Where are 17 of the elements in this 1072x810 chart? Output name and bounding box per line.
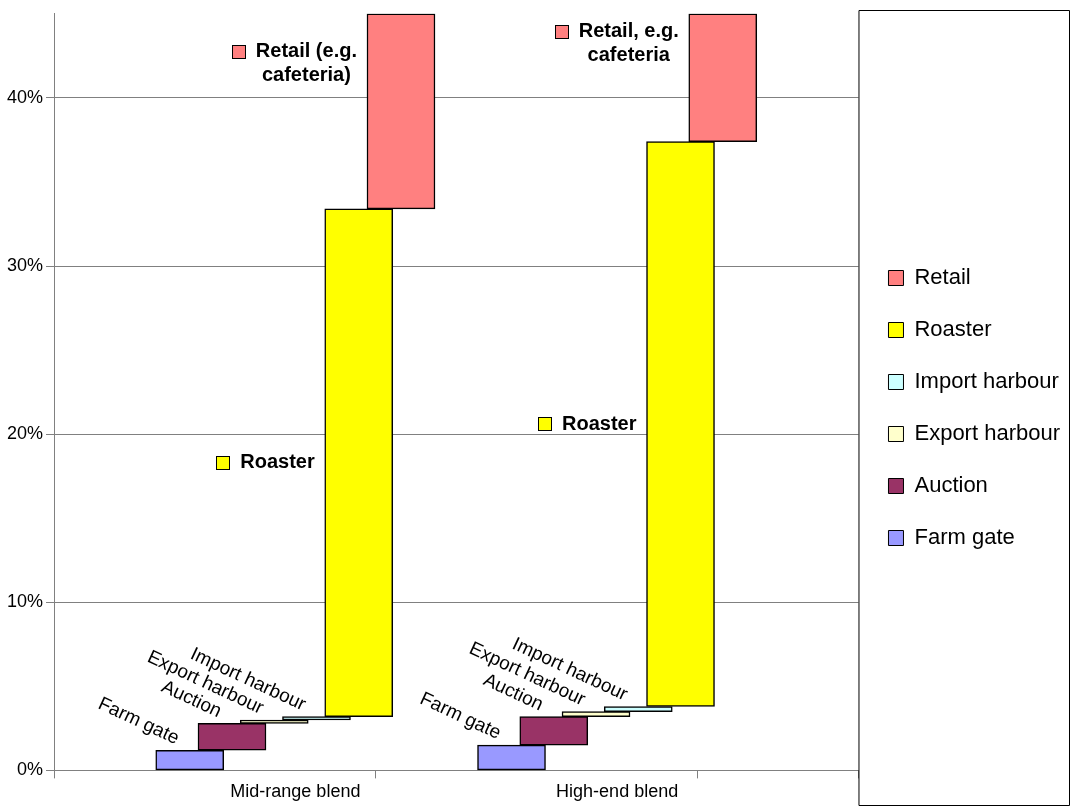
y-tick-label: 40% xyxy=(7,86,44,107)
y-tick-label: 10% xyxy=(7,591,44,612)
annotation: Roaster xyxy=(562,411,637,434)
legend-label: Export harbour xyxy=(914,420,1061,446)
y-tick-label: 30% xyxy=(7,254,44,275)
legend-label: Import harbour xyxy=(914,368,1059,394)
annotation: Roaster xyxy=(240,450,315,473)
legend-label: Farm gate xyxy=(914,524,1015,550)
legend-label: Auction xyxy=(914,472,988,498)
y-tick-label: 0% xyxy=(17,759,44,780)
x-tick-label: Mid-range blend xyxy=(230,781,361,802)
annotation: Retail (e.g. cafeteria) xyxy=(255,39,357,86)
legend-label: Roaster xyxy=(914,316,992,342)
legend-label: Retail xyxy=(914,264,971,290)
y-tick-label: 20% xyxy=(7,423,44,444)
x-tick-label: High-end blend xyxy=(556,781,679,802)
annotation: Retail, e.g. cafeteria xyxy=(578,19,679,66)
